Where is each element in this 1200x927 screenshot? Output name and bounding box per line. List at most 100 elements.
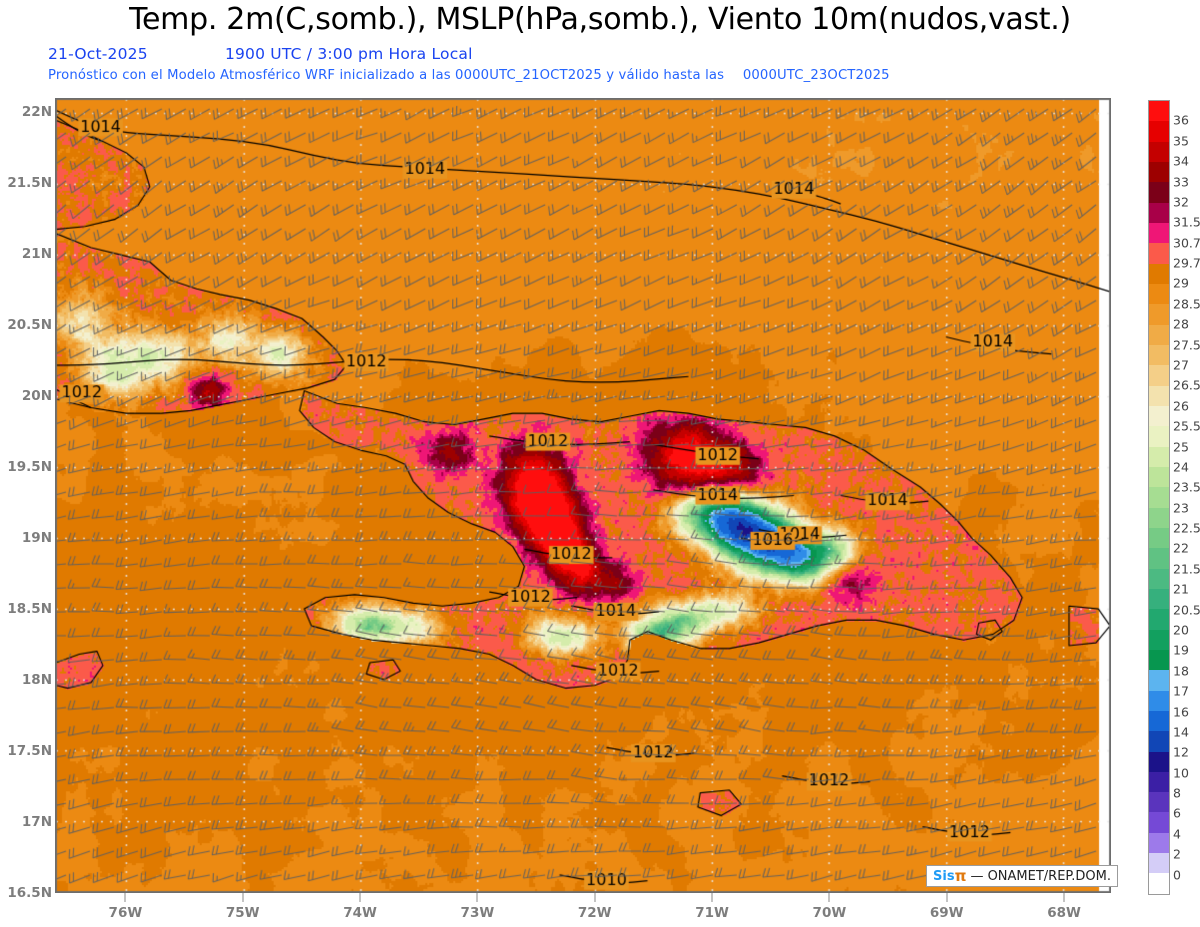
colorbar-tick-label: 22 [1173,540,1189,556]
colorbar-tick-label: 19 [1173,642,1189,658]
longitude-tick-label: 76W [108,905,143,921]
model-description: Pronóstico con el Modelo Atmosférico WRF… [48,68,890,83]
attribution-org: — ONAMET/REP.DOM. [970,868,1111,884]
longitude-tick-mark [946,893,948,902]
colorbar-swatch [1149,344,1169,366]
forecast-time: 1900 UTC / 3:00 pm Hora Local [224,45,473,63]
colorbar-tick-label: 36 [1173,112,1189,128]
colorbar-tick-label: 33 [1173,174,1189,190]
colorbar-tick-label: 23.5 [1173,479,1200,495]
colorbar-swatch [1149,466,1169,488]
longitude-tick-mark [124,893,126,902]
latitude-tick-label: 19.5N [7,459,52,476]
colorbar-swatch [1149,873,1169,894]
latitude-tick-label: 21.5N [7,175,52,192]
colorbar-tick-label: 12 [1173,744,1189,760]
map-plot-area [55,98,1111,893]
colorbar-swatch [1149,670,1169,691]
colorbar-swatch [1149,405,1169,427]
logo-pi-icon: π [954,866,967,885]
colorbar-tick-label: 20.5 [1173,602,1200,618]
longitude-tick-mark [828,893,830,902]
colorbar-tick-label: 26.5 [1173,377,1200,393]
longitude-tick-label: 75W [225,905,260,921]
page-title: Temp. 2m(C,somb.), MSLP(hPa,somb.), Vien… [129,2,1071,37]
colorbar-swatch [1149,771,1169,793]
temperature-colorbar [1148,100,1170,895]
colorbar-swatch [1149,853,1169,874]
colorbar-swatch [1149,426,1169,447]
colorbar-swatch [1149,243,1169,264]
colorbar-swatch [1149,527,1169,549]
colorbar-swatch [1149,101,1169,122]
latitude-tick-label: 19N [21,530,52,547]
colorbar-tick-label: 8 [1173,785,1181,801]
longitude-tick-mark [359,893,361,902]
temperature-map-canvas [56,99,1110,892]
colorbar-swatch [1149,365,1169,386]
latitude-tick-label: 17.5N [7,743,52,760]
colorbar-swatch [1149,832,1169,854]
colorbar-tick-label: 26 [1173,398,1189,414]
colorbar-swatch [1149,731,1169,752]
colorbar-swatch [1149,690,1169,711]
colorbar-tick-label: 23 [1173,500,1189,516]
colorbar-swatch [1149,304,1169,325]
colorbar-swatch [1149,324,1169,345]
temperature-colorbar-labels: 36 35 34 33 32 31.5 30.7 29.7 29 28.5 28 27.5 27 26.5… [1173,100,1200,895]
colorbar-tick-label: 2 [1173,846,1181,862]
colorbar-tick-label: 29 [1173,275,1189,291]
colorbar-tick-label: 24 [1173,459,1189,475]
longitude-tick-mark [1063,893,1065,902]
colorbar-tick-label: 14 [1173,724,1189,740]
colorbar-swatch [1149,629,1169,650]
longitude-tick-mark [594,893,596,902]
latitude-tick-label: 18.5N [7,601,52,618]
colorbar-tick-label: 6 [1173,805,1181,821]
colorbar-swatch [1149,446,1169,467]
colorbar-tick-label: 31.5 [1173,214,1200,230]
colorbar-tick-label: 20 [1173,622,1189,638]
colorbar-tick-label: 21.5 [1173,561,1200,577]
longitude-tick-label: 72W [577,905,612,921]
colorbar-tick-label: 35 [1173,133,1189,149]
colorbar-tick-label: 10 [1173,765,1189,781]
colorbar-tick-label: 28.5 [1173,296,1200,312]
colorbar-swatch [1149,548,1169,569]
colorbar-swatch [1149,222,1169,244]
colorbar-swatch [1149,202,1169,223]
colorbar-tick-label: 27 [1173,357,1189,373]
longitude-tick-label: 70W [812,905,847,921]
colorbar-tick-label: 27.5 [1173,337,1200,353]
colorbar-swatch [1149,487,1169,508]
logo-sis-text: Sis [933,868,955,884]
longitude-tick-label: 68W [1047,905,1081,921]
colorbar-swatch [1149,182,1169,203]
colorbar-tick-label: 32 [1173,194,1189,210]
longitude-tick-label: 74W [343,905,377,921]
longitude-tick-label: 71W [695,905,729,921]
colorbar-tick-label: 29.7 [1173,255,1200,271]
latitude-tick-label: 18N [21,672,52,689]
colorbar-swatch [1149,507,1169,528]
colorbar-swatch [1149,649,1169,671]
colorbar-tick-label: 17 [1173,683,1189,699]
colorbar-swatch [1149,588,1169,610]
colorbar-swatch [1149,385,1169,406]
longitude-axis: 76W 75W 74W 73W 72W 71W 70W 69W 68W [55,893,1111,927]
longitude-tick-mark [476,893,478,902]
colorbar-swatch [1149,609,1169,630]
latitude-tick-label: 17N [21,814,52,831]
colorbar-tick-label: 4 [1173,826,1181,842]
colorbar-swatch [1149,141,1169,162]
latitude-tick-label: 20N [21,388,52,405]
latitude-axis: 22N 21.5N 21N 20.5N 20N 19.5N 19N 18.5N 18N 17.5N… [0,98,55,901]
colorbar-swatch [1149,710,1169,732]
colorbar-tick-label: 22.5 [1173,520,1200,536]
colorbar-swatch [1149,121,1169,142]
colorbar-tick-label: 30.7 [1173,235,1200,251]
colorbar-swatch [1149,283,1169,305]
subtitle-row: 21-Oct-2025 1900 UTC / 3:00 pm Hora Loca… [48,45,473,63]
model-description-prefix: Pronóstico con el Modelo Atmosférico WRF… [48,68,725,83]
